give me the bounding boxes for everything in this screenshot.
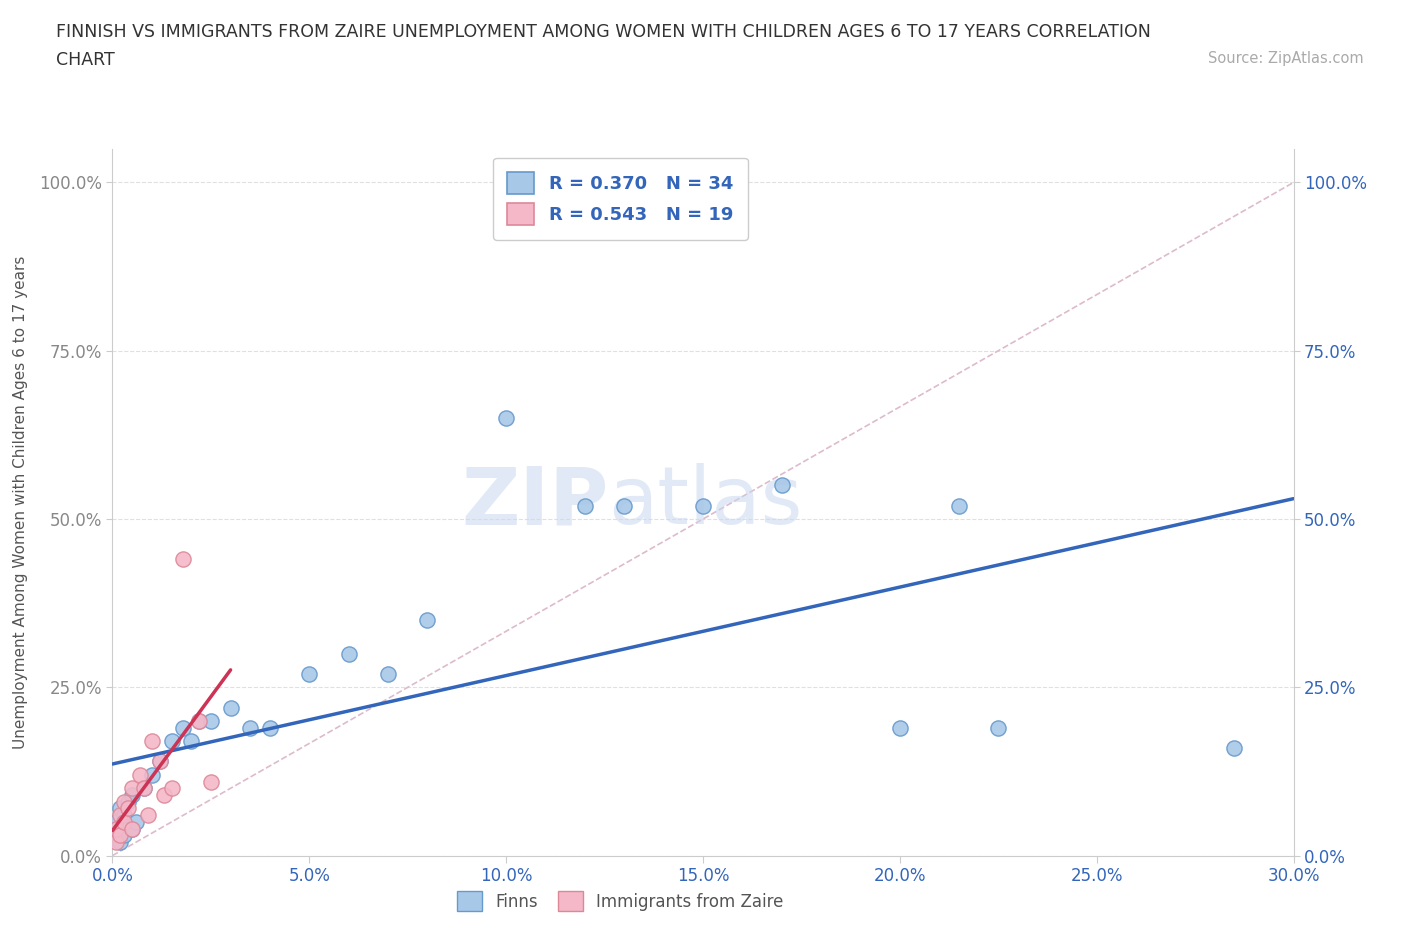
Text: CHART: CHART [56, 51, 115, 69]
Point [1223, 740, 1246, 755]
Point [692, 498, 714, 513]
Point [141, 767, 163, 782]
Point [152, 788, 174, 803]
Point [172, 552, 194, 567]
Point [613, 498, 636, 513]
Point [574, 498, 596, 513]
Point [112, 794, 135, 809]
Point [105, 835, 128, 850]
Point [112, 815, 135, 830]
Point [298, 667, 321, 682]
Y-axis label: Unemployment Among Women with Children Ages 6 to 17 years: Unemployment Among Women with Children A… [13, 256, 28, 749]
Point [889, 720, 911, 735]
Point [160, 781, 183, 796]
Point [239, 720, 262, 735]
Point [125, 815, 148, 830]
Point [377, 667, 399, 682]
Point [121, 781, 143, 796]
Point [200, 713, 222, 728]
Text: Source: ZipAtlas.com: Source: ZipAtlas.com [1208, 51, 1364, 66]
Point [136, 808, 159, 823]
Point [121, 821, 143, 836]
Point [110, 835, 132, 850]
Point [121, 821, 143, 836]
Point [110, 808, 132, 823]
Point [132, 781, 155, 796]
Point [110, 801, 132, 816]
Point [172, 720, 194, 735]
Point [121, 788, 143, 803]
Point [129, 767, 152, 782]
Point [948, 498, 970, 513]
Point [200, 774, 222, 789]
Point [105, 831, 128, 846]
Point [160, 734, 183, 749]
Text: ZIP: ZIP [461, 463, 609, 541]
Point [337, 646, 360, 661]
Point [416, 613, 439, 628]
Point [141, 734, 163, 749]
Legend: Finns, Immigrants from Zaire: Finns, Immigrants from Zaire [450, 884, 790, 918]
Text: FINNISH VS IMMIGRANTS FROM ZAIRE UNEMPLOYMENT AMONG WOMEN WITH CHILDREN AGES 6 T: FINNISH VS IMMIGRANTS FROM ZAIRE UNEMPLO… [56, 23, 1152, 41]
Point [188, 713, 211, 728]
Point [770, 478, 793, 493]
Point [495, 411, 517, 426]
Point [110, 828, 132, 843]
Point [259, 720, 281, 735]
Point [132, 781, 155, 796]
Point [105, 815, 128, 830]
Point [149, 754, 172, 769]
Point [987, 720, 1010, 735]
Point [105, 821, 128, 836]
Point [112, 808, 135, 823]
Point [149, 754, 172, 769]
Point [180, 734, 202, 749]
Text: atlas: atlas [609, 463, 803, 541]
Point [117, 801, 139, 816]
Point [219, 700, 242, 715]
Point [188, 713, 211, 728]
Point [117, 794, 139, 809]
Point [112, 828, 135, 843]
